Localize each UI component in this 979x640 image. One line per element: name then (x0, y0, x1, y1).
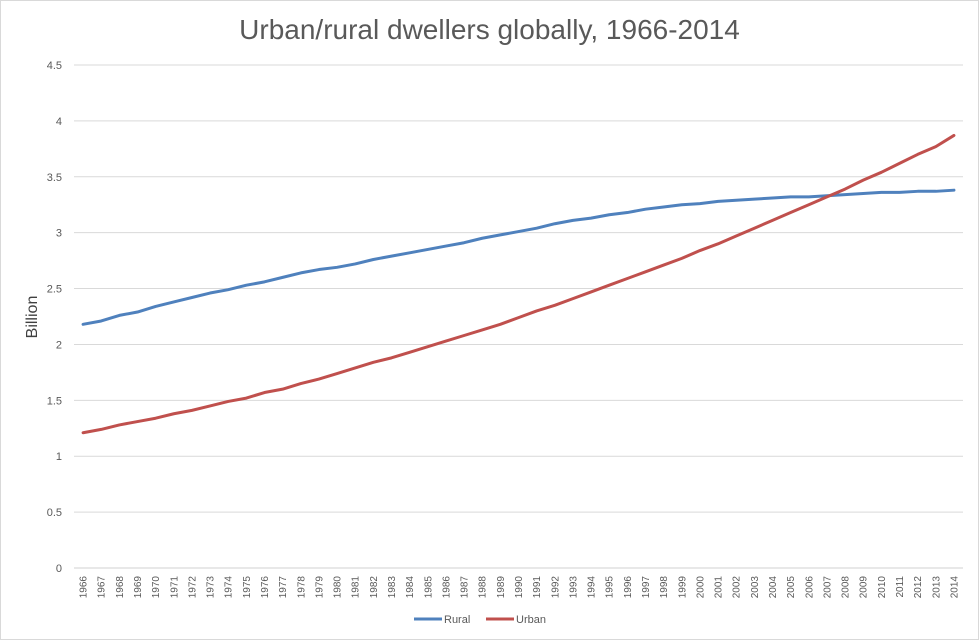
x-tick-label: 1989 (496, 576, 507, 599)
x-tick-label: 2004 (768, 576, 779, 599)
y-tick-label: 1 (56, 451, 62, 463)
x-tick-label: 2003 (750, 576, 761, 599)
y-tick-label: 4 (56, 116, 62, 128)
x-tick-label: 1997 (641, 576, 652, 599)
x-tick-label: 1995 (605, 576, 616, 599)
x-tick-label: 2012 (913, 576, 924, 599)
x-tick-label: 1993 (568, 576, 579, 599)
y-tick-label: 0.5 (47, 507, 62, 519)
x-tick-label: 1980 (333, 576, 344, 599)
x-tick-label: 1994 (587, 576, 598, 599)
series-line-rural (81, 188, 956, 326)
y-tick-label: 4.5 (47, 60, 62, 72)
x-tick-label: 1991 (532, 576, 543, 599)
x-tick-label: 2010 (877, 576, 888, 599)
x-tick-label: 1968 (115, 576, 126, 599)
x-tick-label: 2001 (714, 576, 725, 599)
x-tick-label: 1977 (278, 576, 289, 599)
y-tick-label: 3.5 (47, 172, 62, 184)
x-tick-label: 2005 (786, 576, 797, 599)
x-tick-label: 1984 (405, 576, 416, 599)
x-tick-label: 1986 (441, 576, 452, 599)
x-tick-label: 1990 (514, 576, 525, 599)
x-tick-label: 2013 (931, 576, 942, 599)
y-tick-label: 2 (56, 339, 62, 351)
chart-title: Urban/rural dwellers globally, 1966-2014 (239, 14, 740, 45)
legend: Rural Urban (414, 614, 546, 626)
x-tick-label: 2000 (695, 576, 706, 599)
y-tick-label: 0 (56, 563, 62, 575)
x-tick-label: 2002 (732, 576, 743, 599)
x-tick-label: 1978 (296, 576, 307, 599)
x-tick-label: 1975 (242, 576, 253, 599)
x-tick-label: 2014 (949, 576, 960, 599)
series-lines (81, 133, 956, 435)
x-tick-label: 1966 (79, 576, 90, 599)
x-tick-label: 1987 (460, 576, 471, 599)
x-tick-label: 2011 (895, 576, 906, 598)
legend-label-rural: Rural (444, 614, 470, 626)
x-tick-label: 2007 (822, 576, 833, 599)
x-tick-label: 1992 (550, 576, 561, 599)
x-tick-label: 1998 (659, 576, 670, 599)
x-tick-label: 1973 (206, 576, 217, 599)
x-tick-label: 1983 (387, 576, 398, 599)
x-axis-tick-labels: 1966 1967 1968 1969 1970 1971 1972 1973 1974 1975… (79, 576, 961, 599)
x-tick-label: 2008 (841, 576, 852, 599)
x-tick-label: 1996 (623, 576, 634, 599)
x-tick-label: 1979 (314, 576, 325, 599)
x-tick-label: 2009 (859, 576, 870, 599)
y-tick-label: 1.5 (47, 395, 62, 407)
x-tick-label: 1999 (677, 576, 688, 599)
x-tick-label: 1982 (369, 576, 380, 599)
series-line-urban (81, 133, 956, 435)
x-tick-label: 1972 (187, 576, 198, 599)
x-tick-label: 1976 (260, 576, 271, 599)
legend-label-urban: Urban (516, 614, 546, 626)
y-axis-label: Billion (24, 296, 41, 339)
y-tick-label: 3 (56, 228, 62, 240)
x-tick-label: 1985 (423, 576, 434, 599)
x-tick-label: 2006 (804, 576, 815, 599)
x-tick-label: 1969 (133, 576, 144, 599)
x-tick-label: 1971 (169, 576, 180, 599)
x-tick-label: 1970 (151, 576, 162, 599)
x-tick-label: 1974 (224, 576, 235, 599)
y-axis-tick-labels: 0 0.5 1 1.5 2 2.5 3 3.5 4 4.5 (47, 60, 62, 575)
x-tick-label: 1988 (478, 576, 489, 599)
y-tick-label: 2.5 (47, 284, 62, 296)
x-tick-label: 1967 (97, 576, 108, 599)
x-tick-label: 1981 (351, 576, 362, 599)
